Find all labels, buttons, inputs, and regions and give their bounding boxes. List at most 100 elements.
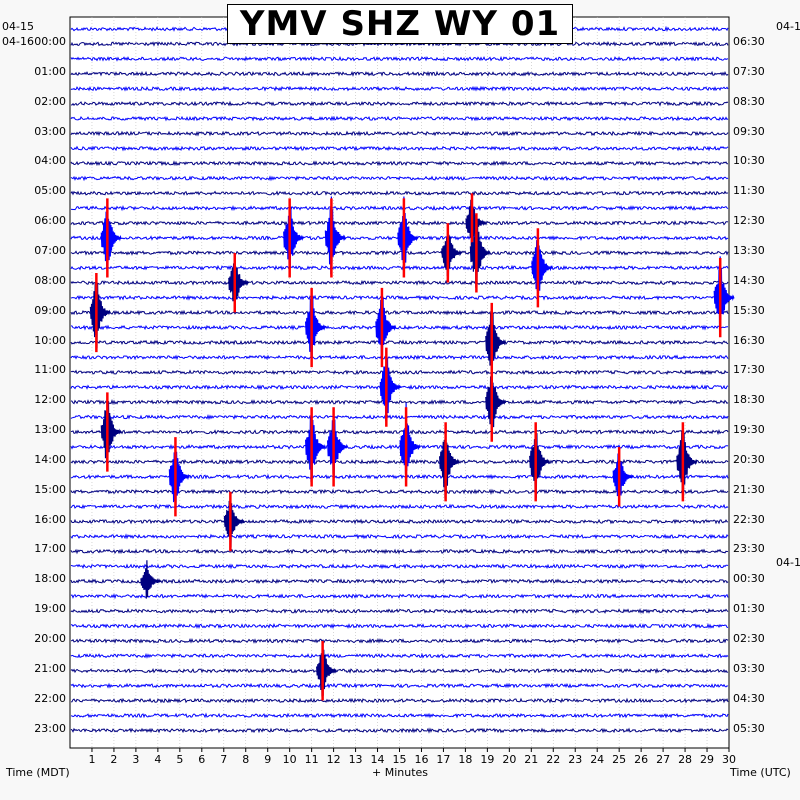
x-axis-label: + Minutes xyxy=(372,766,429,779)
trace-line xyxy=(70,667,729,674)
x-tick-label: 9 xyxy=(264,753,272,766)
right-hour-label: 14:30 xyxy=(733,273,765,287)
seismic-event xyxy=(485,362,507,442)
trace-line xyxy=(70,294,729,301)
left-hour-label: 04:00 xyxy=(34,154,66,168)
x-tick-label: 7 xyxy=(220,753,228,766)
right-hour-label: 06:30 xyxy=(733,35,765,48)
right-hour-label: 23:30 xyxy=(733,542,765,556)
trace-line xyxy=(70,697,729,704)
right-hour-label: 08:30 xyxy=(733,94,765,108)
event-waveform xyxy=(228,254,250,309)
trace-line xyxy=(70,279,729,286)
x-tick-label: 5 xyxy=(176,753,184,766)
event-waveform xyxy=(676,432,698,497)
trace-line xyxy=(70,593,729,600)
seismic-event xyxy=(100,198,122,278)
seismic-event xyxy=(439,422,460,502)
trace-line xyxy=(70,518,729,525)
trace-line xyxy=(70,533,729,540)
left-hour-label: 17:00 xyxy=(34,542,66,556)
seismic-event xyxy=(324,196,346,278)
right-hour-label: 22:30 xyxy=(733,512,765,526)
trace-line xyxy=(70,160,728,167)
left-hour-label: 21:00 xyxy=(34,661,66,675)
trace-line xyxy=(70,324,729,331)
right-hour-label: 18:30 xyxy=(733,393,765,407)
trace-line xyxy=(70,727,729,734)
trace-line xyxy=(70,548,729,555)
trace-line xyxy=(70,175,729,182)
event-waveform xyxy=(316,649,337,697)
trace-line xyxy=(70,428,729,436)
trace-line xyxy=(70,85,729,92)
left-hour-label: 09:00 xyxy=(34,303,66,317)
right-hour-label: 09:30 xyxy=(733,124,765,138)
right-hour-label: 13:30 xyxy=(733,243,765,257)
trace-line xyxy=(70,443,729,450)
left-hour-label: 07:00 xyxy=(34,243,66,257)
x-tick-label: 28 xyxy=(678,753,693,766)
trace-line xyxy=(70,369,729,376)
trace-line xyxy=(70,55,729,62)
seismic-event xyxy=(283,198,305,278)
event-waveform xyxy=(305,416,326,483)
left-hour-label: 16:00 xyxy=(34,512,66,526)
right-hour-label: 02:30 xyxy=(733,632,765,645)
trace-line xyxy=(71,622,729,630)
seismic-event xyxy=(399,402,421,487)
left-hour-label: 18:00 xyxy=(34,572,66,586)
trace-line xyxy=(70,130,729,137)
seismic-traces xyxy=(70,25,735,734)
x-tick-label: 3 xyxy=(132,753,140,766)
trace-line xyxy=(70,413,729,421)
left-hour-label: 12:00 xyxy=(34,393,66,407)
event-waveform xyxy=(223,492,245,548)
x-axis-ticks xyxy=(91,748,730,752)
right-hour-label: 05:30 xyxy=(733,721,765,735)
right-hour-label: 20:30 xyxy=(733,452,765,466)
trace-line xyxy=(70,578,729,585)
left-hour-label: 14:00 xyxy=(34,452,66,466)
event-waveform xyxy=(305,297,326,359)
trace-line xyxy=(70,309,729,316)
seismic-event xyxy=(441,223,463,283)
seismic-event xyxy=(100,392,122,472)
left-hour-label: 02:00 xyxy=(34,94,66,108)
event-waveform xyxy=(531,230,553,294)
seismic-event xyxy=(89,272,111,353)
seismic-event xyxy=(140,560,162,599)
seismic-event xyxy=(327,407,348,487)
right-hour-label: 21:30 xyxy=(733,482,765,496)
x-tick-label: 29 xyxy=(700,753,715,766)
left-hour-label: 01:00 xyxy=(34,64,66,78)
left-hour-label: 06:00 xyxy=(34,214,66,228)
left-axis-label: Time (MDT) xyxy=(6,766,70,779)
event-waveform xyxy=(375,290,397,357)
right-hour-label: 19:30 xyxy=(733,423,765,437)
left-hour-label: 11:00 xyxy=(34,363,66,377)
left-hour-label: 22:00 xyxy=(34,691,66,705)
event-waveform xyxy=(89,283,111,349)
event-waveform xyxy=(441,231,463,281)
left-hour-label: 00:00 xyxy=(34,35,66,48)
right-date-top: 04-1 xyxy=(776,20,800,33)
right-axis-label: Time (UTC) xyxy=(730,766,791,779)
seismic-event xyxy=(375,287,397,368)
event-waveform xyxy=(469,223,491,288)
seismic-event xyxy=(529,422,551,502)
trace-line xyxy=(71,712,729,719)
x-tick-label: 1 xyxy=(88,753,96,766)
x-tick-label: 14 xyxy=(370,753,385,766)
x-tick-label: 10 xyxy=(282,753,297,766)
left-hour-label: 13:00 xyxy=(34,423,66,437)
event-waveform xyxy=(485,370,507,433)
right-hour-label: 15:30 xyxy=(733,303,765,317)
event-waveform xyxy=(100,394,122,462)
seismic-event xyxy=(228,253,250,313)
right-hour-label: 11:30 xyxy=(733,184,765,198)
x-tick-label: 21 xyxy=(524,753,539,766)
event-waveform xyxy=(439,425,460,499)
seismic-event xyxy=(713,256,735,338)
